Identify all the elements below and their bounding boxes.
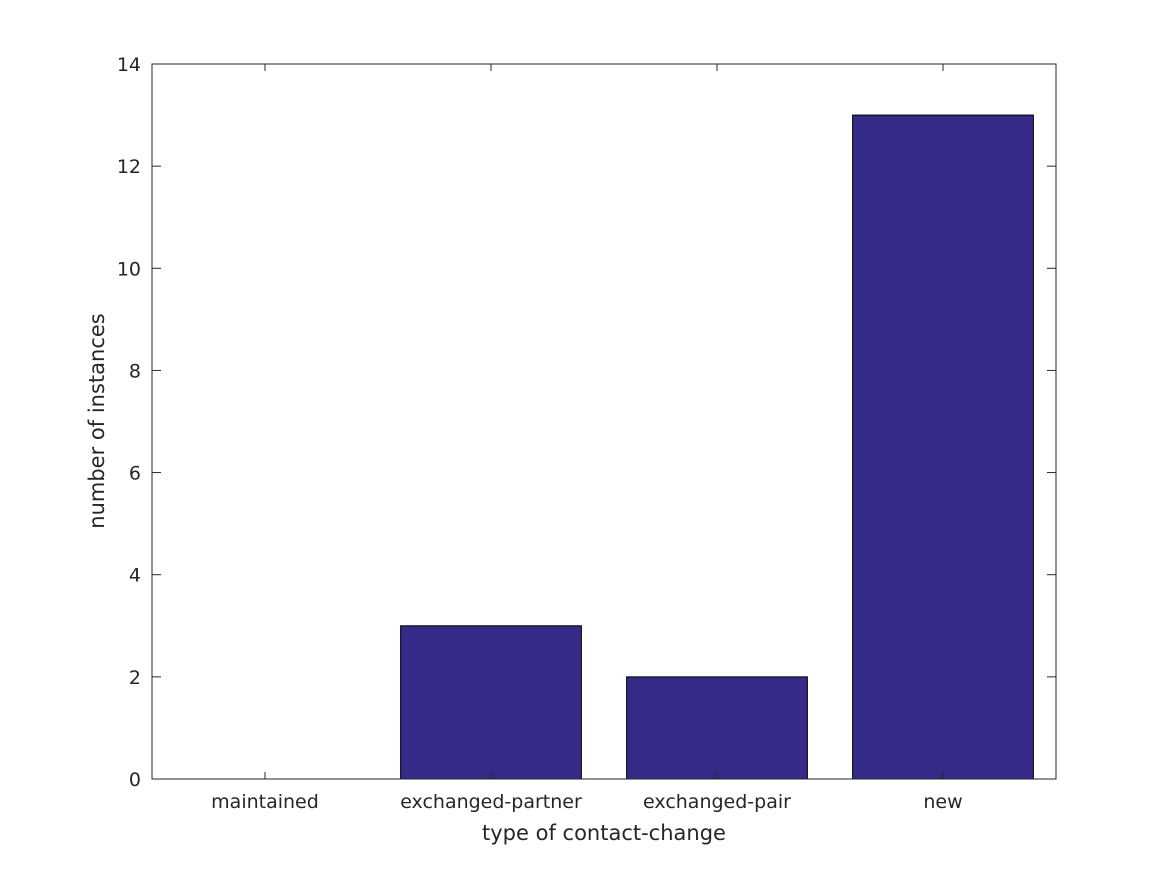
y-tick-label: 12 [117, 156, 141, 178]
ticks [152, 63, 1056, 780]
y-tick-label: 8 [129, 360, 141, 382]
x-tick-label: new [923, 791, 962, 813]
y-axis-label: number of instances [85, 313, 109, 528]
y-tick-label: 0 [129, 769, 141, 791]
y-tick-label: 2 [129, 667, 141, 689]
y-tick-label: 14 [117, 54, 141, 76]
x-tick-label: exchanged-pair [643, 791, 791, 813]
x-tick-label: exchanged-partner [400, 791, 582, 813]
tick-labels: maintained exchanged-partner exchanged-pai… [117, 54, 963, 813]
bar-exchanged-pair [626, 676, 808, 780]
x-axis-label: type of contact-change [482, 821, 726, 845]
y-tick-label: 6 [129, 463, 141, 485]
x-tick-label: maintained [211, 791, 319, 813]
bar-new [852, 114, 1034, 780]
y-tick-label: 10 [117, 258, 141, 280]
bar-exchanged-partner [400, 625, 582, 780]
axes-box [151, 63, 1057, 780]
y-tick-label: 4 [129, 565, 141, 587]
bars [400, 114, 1034, 780]
